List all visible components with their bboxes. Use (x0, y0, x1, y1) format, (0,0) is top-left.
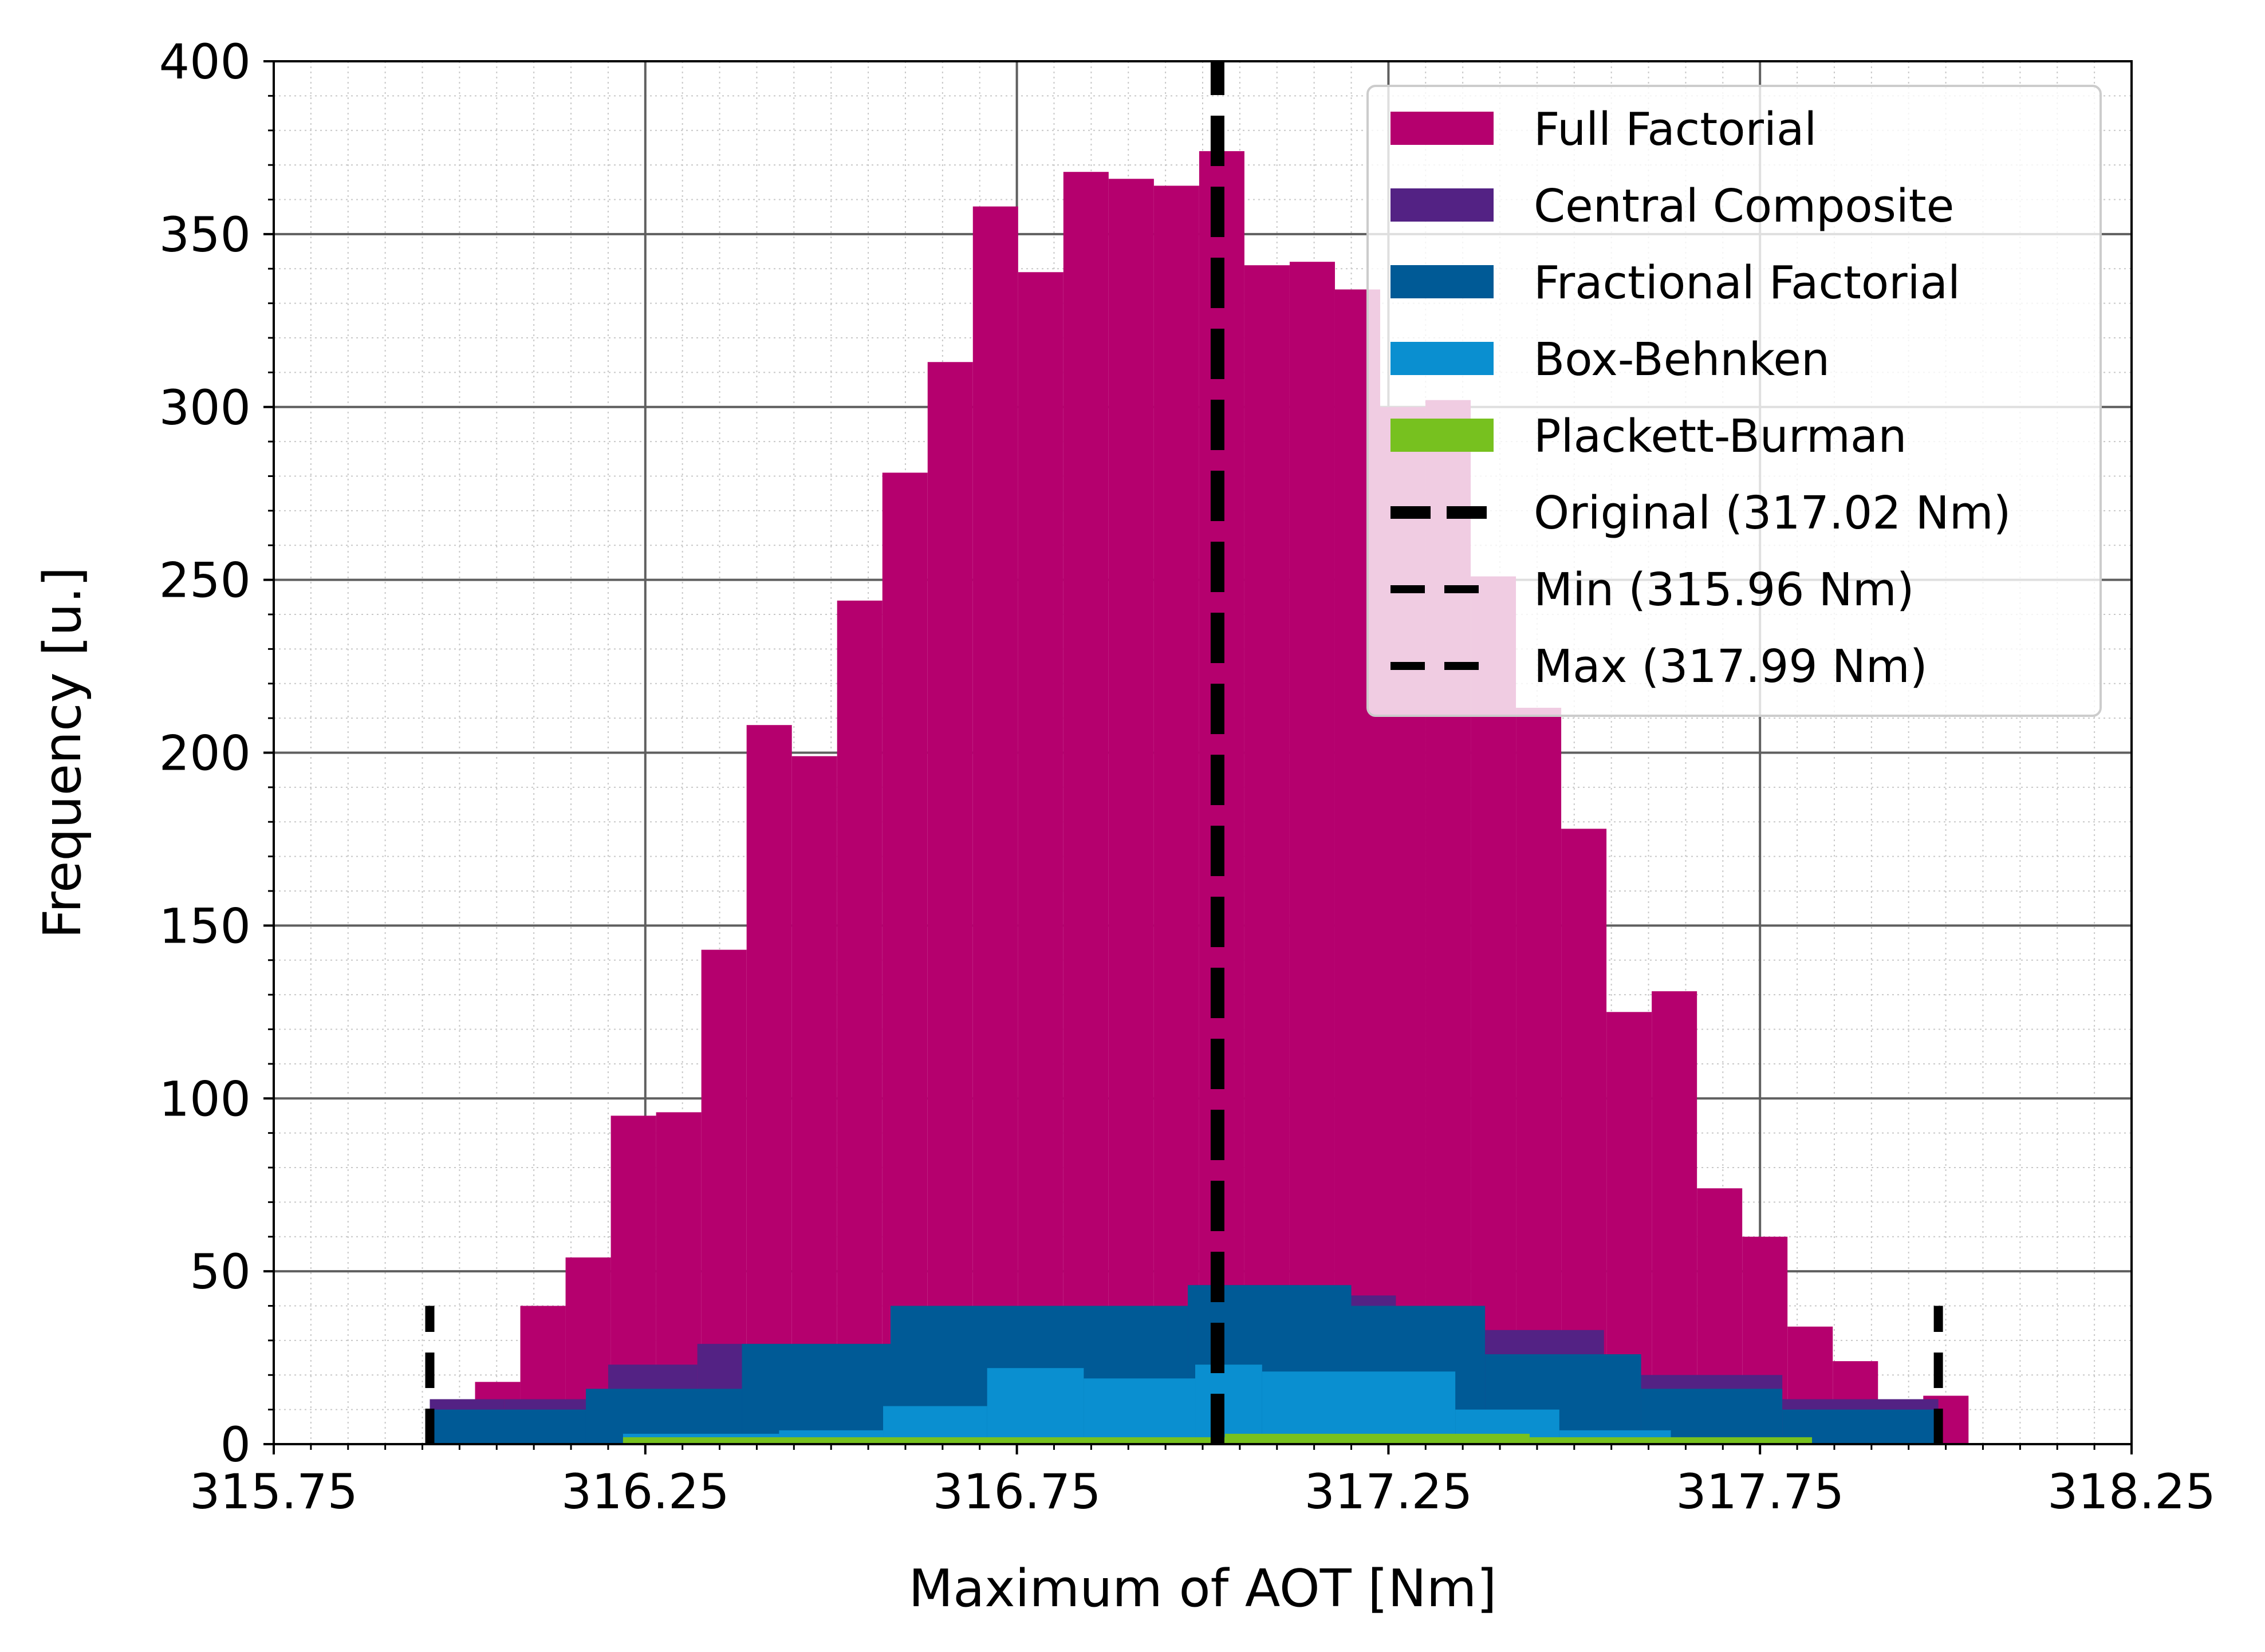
y-tick-label: 350 (159, 207, 251, 263)
y-tick-label: 0 (220, 1417, 251, 1473)
legend-entry: Plackett-Burman (1390, 410, 1906, 463)
legend-swatch (1390, 188, 1494, 222)
y-tick-label: 200 (159, 726, 251, 782)
y-tick-label: 100 (159, 1071, 251, 1127)
histogram-bar (1153, 186, 1199, 1444)
legend-label: Min (315.96 Nm) (1534, 563, 1915, 616)
legend-entry: Box-Behnken (1390, 333, 1830, 386)
legend-label: Central Composite (1534, 180, 1954, 232)
histogram-bar (791, 756, 837, 1444)
x-axis-label: Maximum of AOT [Nm] (908, 1559, 1496, 1619)
histogram-bar (1244, 265, 1290, 1445)
histogram-bar (1471, 576, 1516, 1444)
histogram-bar (882, 472, 928, 1444)
histogram-bar (837, 600, 883, 1444)
y-tick-label: 300 (159, 380, 251, 436)
histogram-bar (987, 1368, 1084, 1444)
histogram-bar (1018, 272, 1063, 1445)
y-tick-label: 400 (159, 34, 251, 90)
x-tick-label: 317.25 (1304, 1464, 1472, 1520)
x-tick-label: 318.25 (2047, 1464, 2216, 1520)
legend-entry: Original (317.02 Nm) (1390, 487, 2011, 539)
legend-label: Fractional Factorial (1534, 257, 1960, 309)
legend-entry: Full Factorial (1390, 103, 1817, 156)
histogram-bar (746, 725, 792, 1444)
legend-swatch (1390, 265, 1494, 298)
histogram-bar (742, 1343, 891, 1444)
legend-label: Original (317.02 Nm) (1534, 487, 2011, 539)
reference-lines (425, 61, 1943, 1444)
histogram-bar (623, 1437, 1225, 1444)
y-axis-label: Frequency [u.] (33, 567, 93, 939)
axis-ticks (263, 60, 2133, 1454)
series-full-factorial (430, 151, 1969, 1445)
histogram-bar (1516, 708, 1562, 1444)
histogram-bar (1108, 179, 1154, 1445)
histogram-bar (1224, 1433, 1530, 1444)
legend-label: Plackett-Burman (1534, 410, 1906, 463)
histogram-bar (1652, 991, 1697, 1444)
legend-label: Full Factorial (1534, 103, 1817, 156)
legend: Full Factorial Central Composite Fractiona… (1366, 85, 2102, 717)
series-layer (430, 151, 1969, 1445)
series-plackett-burman (623, 1433, 1813, 1444)
legend-entry: Min (315.96 Nm) (1390, 563, 1915, 616)
histogram-bar (972, 206, 1018, 1445)
y-tick-label: 50 (190, 1244, 251, 1300)
legend-swatch (1390, 419, 1494, 452)
y-tick-label: 150 (159, 898, 251, 954)
histogram-bar (1063, 172, 1109, 1445)
legend-label: Box-Behnken (1534, 333, 1830, 386)
histogram-bar (1529, 1437, 1813, 1444)
y-tick-label: 250 (159, 553, 251, 609)
legend-label: Max (317.99 Nm) (1534, 640, 1928, 693)
legend-entry: Max (317.99 Nm) (1390, 640, 1928, 693)
histogram-bar (1289, 262, 1335, 1444)
legend-entry: Central Composite (1390, 180, 1954, 232)
histogram-bar (1084, 1378, 1196, 1444)
histogram-bar (1195, 1365, 1262, 1444)
histogram-bar (430, 1409, 586, 1444)
x-tick-label: 315.75 (190, 1464, 358, 1520)
histogram-bar (1262, 1371, 1456, 1444)
legend-box (1366, 85, 2102, 717)
axis-tick-labels: 315.75 316.25 316.75 317.25 317.75 318.25 0 50 1… (159, 34, 2216, 1520)
x-tick-label: 316.25 (561, 1464, 730, 1520)
x-tick-label: 317.75 (1676, 1464, 1844, 1520)
legend-entry: Fractional Factorial (1390, 257, 1960, 309)
histogram-bar (927, 362, 973, 1445)
legend-swatch (1390, 112, 1494, 145)
legend-swatch (1390, 342, 1494, 375)
x-tick-label: 316.75 (933, 1464, 1101, 1520)
